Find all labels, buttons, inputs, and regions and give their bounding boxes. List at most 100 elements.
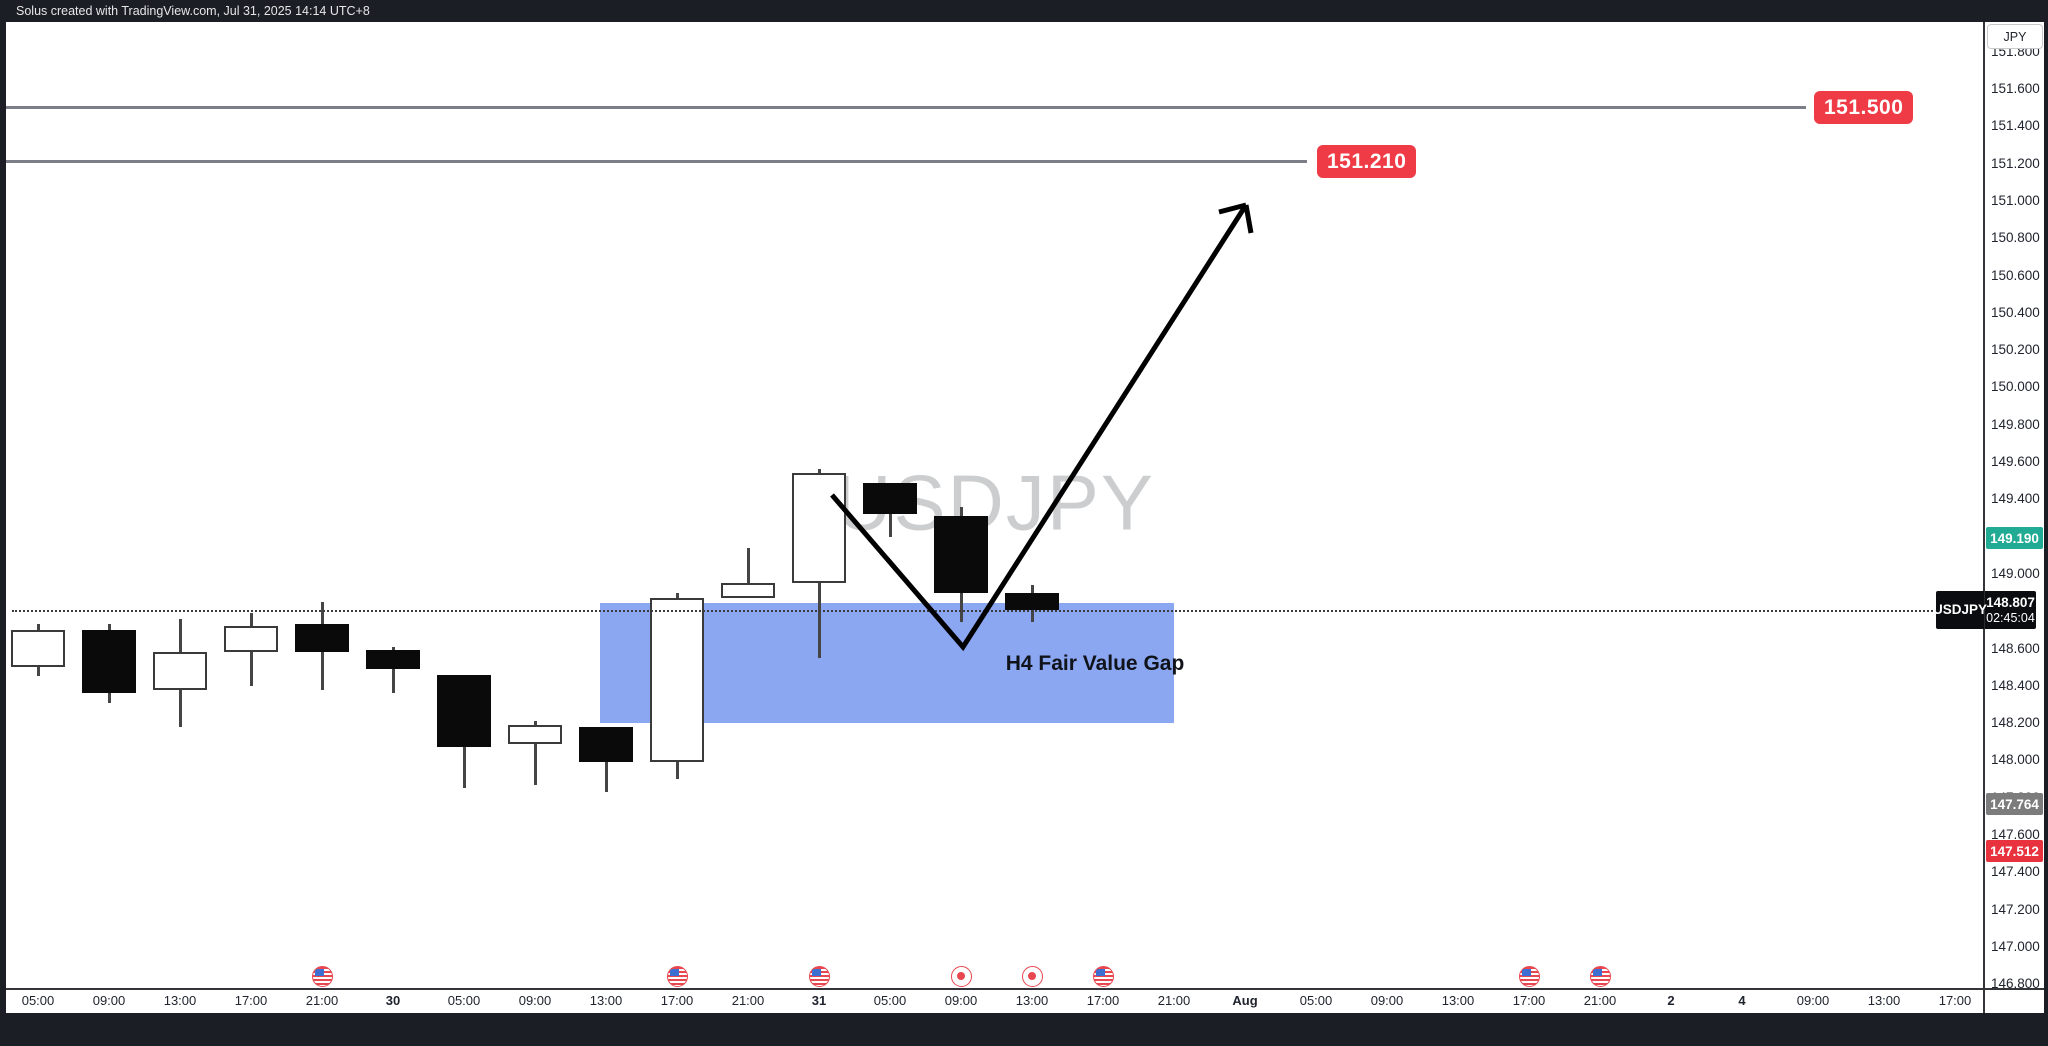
price-tick-label: 151.400: [1991, 118, 2040, 134]
candle-up: [508, 724, 562, 744]
flag-canton: [1095, 968, 1105, 976]
price-tick-label: 148.000: [1991, 752, 2040, 768]
candle-up: [721, 583, 775, 599]
time-tick-label: 21:00: [731, 993, 765, 1008]
time-tick-label: 05:00: [873, 993, 907, 1008]
currency-unit-box[interactable]: JPY: [1987, 24, 2043, 49]
candle-up: [11, 629, 65, 668]
price-tick-label: 148.600: [1991, 640, 2040, 656]
price-marker-badge: 147.512: [1986, 840, 2043, 863]
flag-canton: [669, 968, 679, 976]
current-symbol-label: USDJPY: [1933, 590, 1987, 629]
candle-down: [934, 516, 988, 593]
current-price-dotted-line: [12, 609, 1983, 612]
event-dot-core: [957, 972, 965, 980]
price-tick-label: 147.000: [1991, 938, 2040, 954]
time-tick-label: 13:00: [163, 993, 197, 1008]
flag-canton: [1521, 968, 1531, 976]
chart-pane[interactable]: USDJPY H4 Fair Value Gap 151.500 151.210: [6, 22, 1983, 988]
time-tick-label: 17:00: [1086, 993, 1120, 1008]
footer-bar: 17 TradingView: [0, 1013, 2048, 1046]
time-tick-label: 21:00: [305, 993, 339, 1008]
price-tick-label: 148.200: [1991, 715, 2040, 731]
economic-event-us-flag-icon[interactable]: [1518, 965, 1540, 987]
price-tick-label: 147.400: [1991, 864, 2040, 880]
time-tick-label: 13:00: [589, 993, 623, 1008]
time-tick-label: 17:00: [660, 993, 694, 1008]
axis-separator-vertical: [1983, 22, 1985, 1013]
candle-up: [650, 598, 704, 763]
price-tick-label: 151.200: [1991, 155, 2040, 171]
fvg-label: H4 Fair Value Gap: [1005, 652, 1185, 675]
time-tick-label: Aug: [1232, 993, 1258, 1008]
price-axis[interactable]: 151.800 151.600 151.400 151.200 151.000 150.8…: [1985, 22, 2044, 991]
price-tick-label: 146.800: [1991, 976, 2040, 992]
time-tick-label: 09:00: [944, 993, 978, 1008]
level-line[interactable]: [6, 106, 1806, 110]
economic-event-us-flag-icon[interactable]: [311, 965, 333, 987]
price-tick-label: 149.600: [1991, 454, 2040, 469]
candle-down: [366, 650, 420, 669]
candle-wick: [533, 721, 537, 785]
time-tick-label: 09:00: [1796, 993, 1830, 1008]
candle-up: [153, 652, 207, 690]
time-tick-label: 09:00: [92, 993, 126, 1008]
candle-down: [82, 629, 136, 694]
time-tick-label: 21:00: [1583, 993, 1617, 1008]
time-tick-label: 13:00: [1441, 993, 1475, 1008]
level-price-badge[interactable]: 151.210: [1317, 145, 1417, 179]
time-tick-label: 13:00: [1867, 993, 1901, 1008]
time-tick-label: 05:00: [21, 993, 55, 1008]
title-bar: Solus created with TradingView.com, Jul …: [0, 0, 2048, 22]
flag-canton: [1592, 968, 1602, 976]
price-tick-label: 149.800: [1991, 416, 2040, 432]
flag-canton: [811, 968, 821, 976]
time-tick-label: 17:00: [1938, 993, 1972, 1008]
currency-unit-label: JPY: [2003, 29, 2027, 44]
candle-down: [295, 624, 349, 653]
time-tick-label: 21:00: [1157, 993, 1191, 1008]
candle-up: [224, 626, 278, 653]
candle-down: [437, 674, 491, 748]
time-tick-label: 30: [385, 993, 401, 1008]
economic-event-icon[interactable]: [1021, 965, 1043, 987]
price-tick-label: 151.600: [1991, 81, 2040, 96]
level-line[interactable]: [6, 160, 1307, 164]
time-tick-label: 13:00: [1015, 993, 1049, 1008]
economic-event-us-flag-icon[interactable]: [808, 965, 830, 987]
price-tick-label: 147.200: [1991, 901, 2040, 917]
candle-down: [579, 726, 633, 763]
time-tick-label: 05:00: [447, 993, 481, 1008]
candle-wick: [391, 646, 395, 694]
price-tick-label: 149.400: [1991, 491, 2040, 507]
economic-event-us-flag-icon[interactable]: [1589, 965, 1611, 987]
price-tick-label: 147.600: [1991, 827, 2040, 842]
price-tick-label: 150.800: [1991, 230, 2040, 246]
price-tick-label: 149.000: [1991, 565, 2040, 581]
economic-event-us-flag-icon[interactable]: [666, 965, 688, 987]
time-tick-label: 31: [811, 993, 827, 1008]
candle-up: [792, 473, 846, 584]
flag-canton: [314, 968, 324, 976]
candle-wick: [746, 547, 750, 599]
current-price-value: 148.807: [1986, 594, 2035, 610]
bar-countdown: 02:45:04: [1986, 610, 2035, 625]
candle-down: [863, 482, 917, 515]
time-tick-label: 4: [1738, 993, 1746, 1008]
economic-event-icon[interactable]: [950, 965, 972, 987]
price-marker-badge: 147.764: [1986, 793, 2043, 816]
economic-event-us-flag-icon[interactable]: [1092, 965, 1114, 987]
candle-down: [1005, 592, 1059, 610]
time-tick-label: 09:00: [518, 993, 552, 1008]
time-tick-label: 17:00: [234, 993, 268, 1008]
level-price-badge[interactable]: 151.500: [1814, 91, 1914, 125]
time-tick-label: 09:00: [1370, 993, 1404, 1008]
price-tick-label: 150.600: [1991, 267, 2040, 283]
axis-separator-horizontal: [6, 988, 2044, 990]
price-tick-label: 151.000: [1991, 192, 2040, 208]
price-marker-badge: 149.190: [1986, 527, 2043, 550]
price-tick-label: 150.200: [1991, 342, 2040, 358]
time-tick-label: 2: [1667, 993, 1675, 1008]
event-dot-core: [1028, 972, 1036, 980]
